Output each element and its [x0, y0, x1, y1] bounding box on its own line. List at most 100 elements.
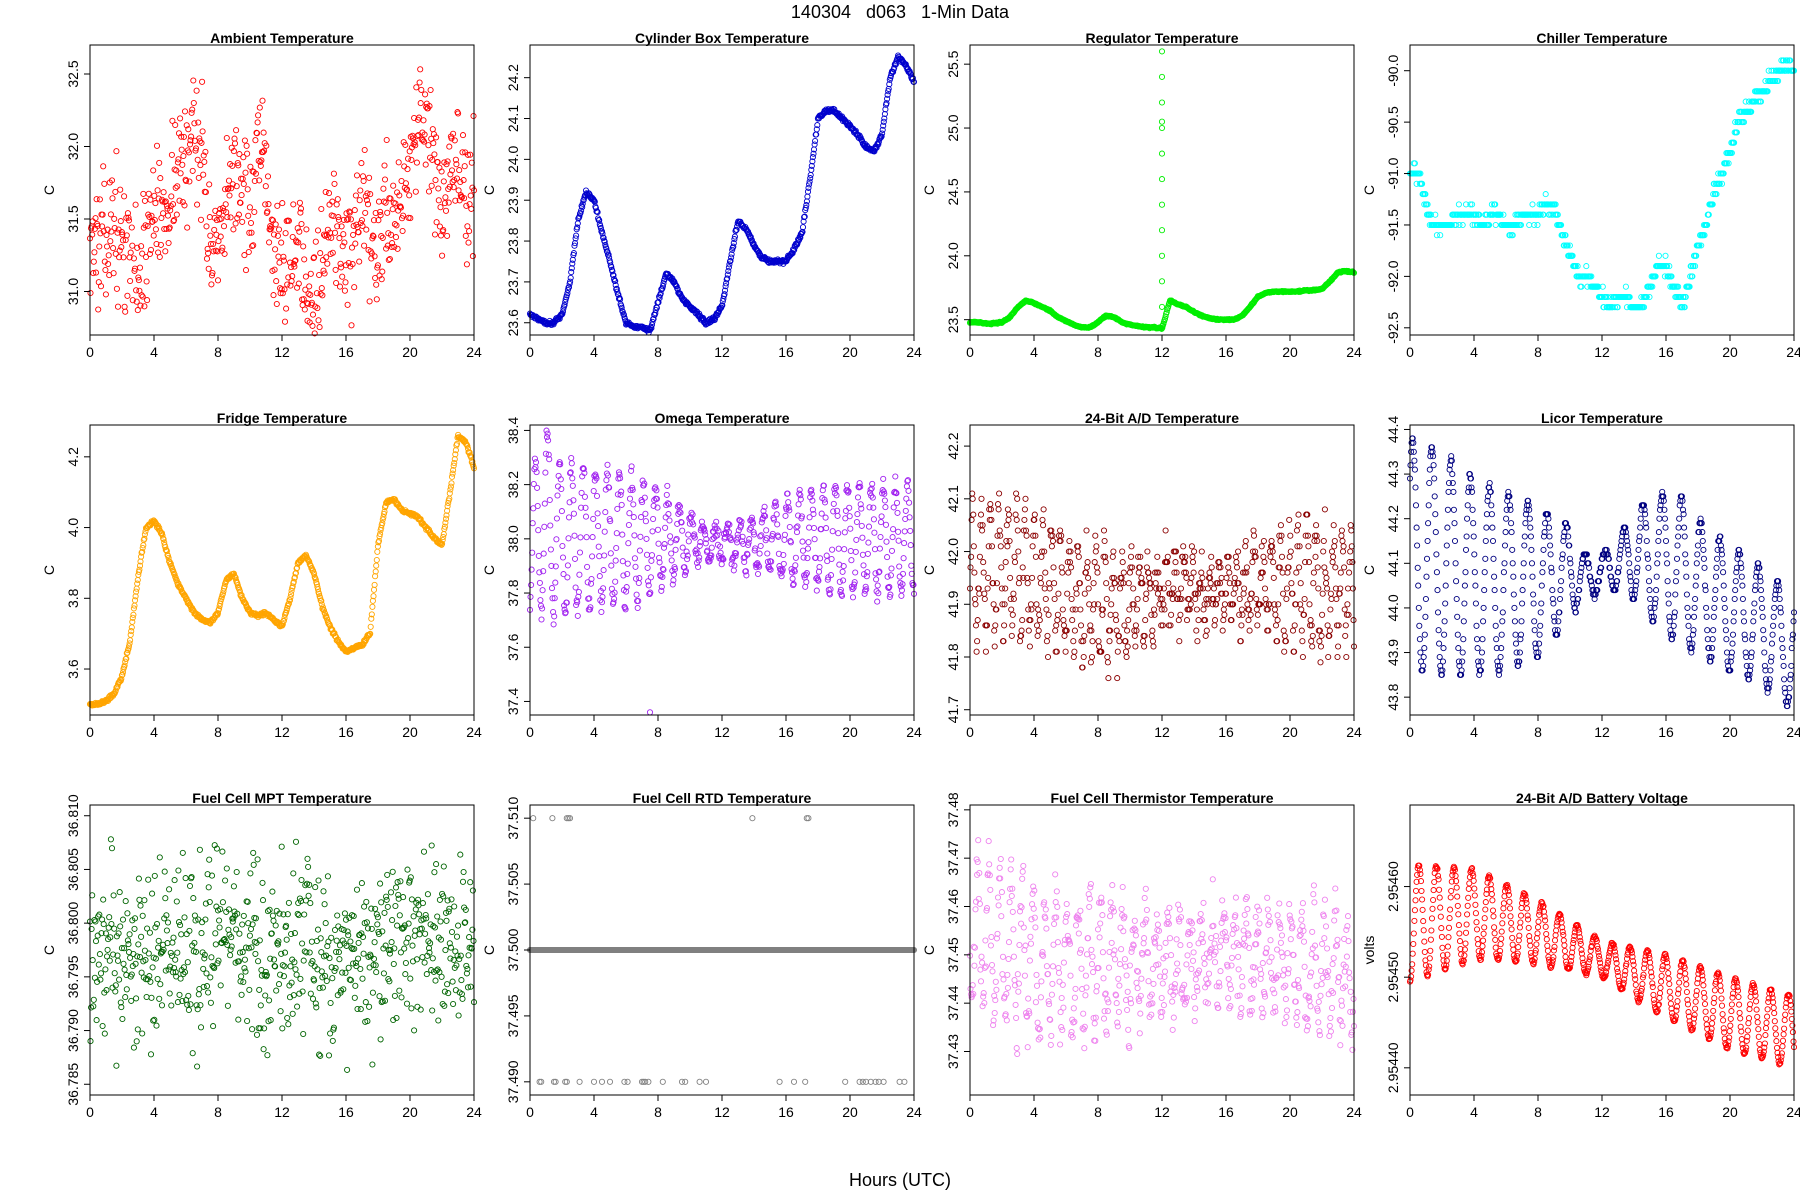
data-point	[401, 163, 408, 170]
data-point	[889, 534, 896, 541]
data-point	[632, 575, 640, 582]
data-point	[306, 283, 313, 290]
data-point	[1221, 601, 1228, 608]
data-point	[467, 151, 474, 158]
data-point	[134, 580, 141, 587]
data-point	[1757, 98, 1765, 105]
data-point	[1459, 221, 1466, 229]
data-point	[1014, 527, 1021, 534]
data-point	[558, 485, 565, 493]
data-point	[1178, 595, 1185, 603]
data-point	[390, 182, 397, 189]
data-point	[1220, 606, 1227, 613]
data-point	[311, 254, 318, 261]
data-point	[622, 606, 629, 613]
data-point	[1158, 48, 1166, 55]
data-point	[620, 572, 627, 579]
data-point	[1142, 617, 1149, 624]
data-point	[798, 513, 805, 520]
data-point	[265, 201, 272, 208]
data-point	[1081, 632, 1088, 639]
data-point	[817, 555, 824, 562]
data-point	[654, 504, 661, 511]
data-point	[533, 469, 540, 476]
data-point	[274, 232, 281, 239]
data-point	[1158, 606, 1165, 613]
data-point	[702, 540, 709, 547]
data-point	[882, 106, 889, 113]
data-point	[804, 555, 811, 562]
data-point	[541, 500, 548, 507]
data-point	[1681, 304, 1688, 311]
data-point	[111, 215, 118, 222]
data-point	[733, 226, 740, 233]
data-point	[849, 594, 857, 601]
data-point	[1723, 160, 1731, 167]
data-point	[445, 199, 452, 206]
data-point	[105, 252, 112, 259]
data-point	[264, 173, 272, 180]
data-point	[371, 581, 378, 588]
data-point	[630, 501, 637, 508]
y-tick-label: -92.5	[1385, 312, 1401, 344]
data-point	[1130, 601, 1137, 608]
panel-chiller-temperature: Chiller Temperature 0 4 8 12 16 20 24 -92.5 -92.0…	[1360, 30, 1800, 405]
data-point	[105, 260, 112, 268]
data-point	[459, 132, 467, 139]
data-point	[358, 160, 365, 167]
data-point	[677, 509, 684, 516]
data-point	[1194, 590, 1202, 597]
data-point	[1123, 653, 1130, 661]
data-point	[394, 245, 401, 252]
data-point	[430, 140, 437, 147]
data-point	[1211, 622, 1218, 629]
data-point	[1574, 263, 1581, 270]
data-point	[784, 490, 791, 497]
data-point	[1020, 527, 1027, 534]
data-point	[666, 517, 673, 524]
x-tick-label: 4	[150, 344, 158, 360]
data-point	[750, 529, 757, 536]
data-point	[453, 161, 460, 168]
data-point	[422, 161, 429, 168]
data-point	[902, 507, 909, 514]
data-point	[1094, 569, 1101, 576]
data-point	[246, 229, 253, 236]
data-point	[121, 662, 128, 669]
data-point	[782, 512, 789, 519]
data-point	[279, 200, 286, 207]
data-point	[144, 297, 151, 304]
data-point	[279, 621, 286, 628]
data-point	[1035, 606, 1042, 613]
data-point	[256, 177, 263, 184]
data-point	[1124, 627, 1131, 634]
data-point	[988, 543, 996, 550]
data-point	[379, 268, 386, 275]
data-point	[672, 546, 679, 553]
data-point	[1701, 232, 1708, 239]
y-tick-label: 3.8	[65, 588, 81, 608]
data-point	[183, 122, 190, 129]
data-point	[603, 248, 610, 255]
data-point	[245, 248, 252, 256]
data-point	[1222, 590, 1230, 597]
data-point	[1462, 201, 1470, 208]
data-point	[588, 575, 595, 583]
data-point	[789, 250, 796, 257]
data-point	[749, 520, 757, 527]
data-point	[332, 266, 339, 273]
data-point	[1070, 638, 1077, 645]
data-point	[806, 181, 813, 188]
data-point	[275, 226, 283, 233]
data-point	[421, 131, 428, 138]
data-point	[163, 225, 170, 232]
panel-24bit-ad-temperature: 24-Bit A/D Temperature 0 4 8 12 16 20 24 41.7 41.…	[920, 410, 1362, 785]
data-point	[612, 282, 619, 289]
data-point	[162, 198, 169, 205]
data-point	[1731, 139, 1738, 146]
data-point	[1069, 606, 1076, 613]
data-point	[368, 615, 375, 622]
data-point	[1689, 273, 1696, 280]
data-point	[867, 486, 874, 493]
